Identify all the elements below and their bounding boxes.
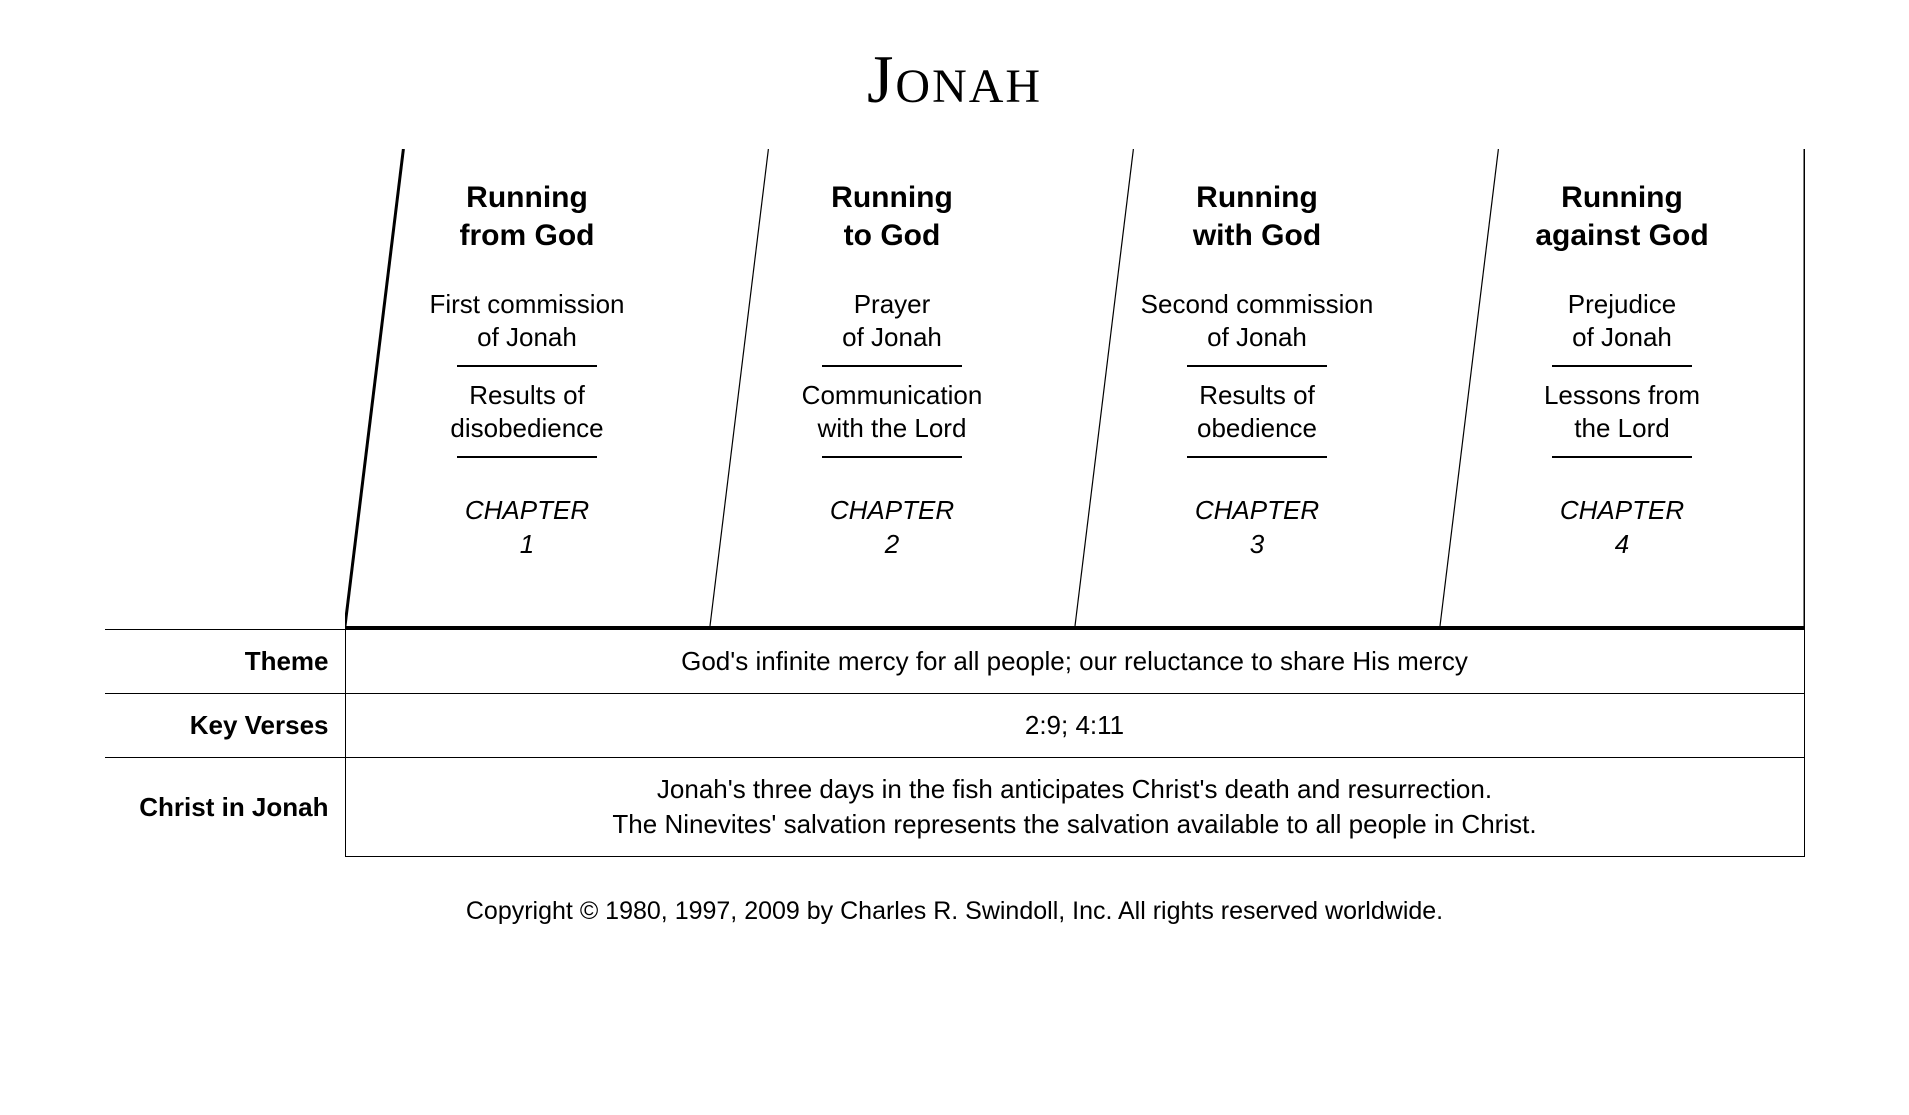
row-key-verses: Key Verses 2:9; 4:11 xyxy=(345,693,1805,757)
row-content: Jonah's three days in the fish anticipat… xyxy=(345,757,1805,857)
parallelogram-area: Running from God First commission of Jon… xyxy=(345,149,1805,629)
chart-body: Running from God First commission of Jon… xyxy=(345,149,1805,857)
row-label: Key Verses xyxy=(105,693,345,757)
row-label: Christ in Jonah xyxy=(105,757,345,857)
column-sub2: Results of obedience xyxy=(1197,379,1317,444)
column-sub1: Prayer of Jonah xyxy=(842,288,942,353)
column-header: Running against God xyxy=(1535,179,1708,254)
column-header: Running from God xyxy=(460,179,595,254)
divider-short xyxy=(457,456,597,458)
chapter-label: CHAPTER 3 xyxy=(1195,494,1319,562)
divider-short xyxy=(822,365,962,367)
chapter-label: CHAPTER 1 xyxy=(465,494,589,562)
column-sub2: Communication with the Lord xyxy=(802,379,983,444)
chapter-label: CHAPTER 4 xyxy=(1560,494,1684,562)
column-sub2: Results of disobedience xyxy=(450,379,603,444)
row-theme: Theme God's infinite mercy for all peopl… xyxy=(345,629,1805,693)
column-header: Running to God xyxy=(831,179,953,254)
divider-short xyxy=(1187,365,1327,367)
column-header: Running with God xyxy=(1193,179,1321,254)
summary-rows: Theme God's infinite mercy for all peopl… xyxy=(345,629,1805,857)
row-content: God's infinite mercy for all people; our… xyxy=(345,629,1805,693)
column-sub1: Second commission of Jonah xyxy=(1141,288,1374,353)
column-1: Running from God First commission of Jon… xyxy=(345,149,710,626)
column-sub2: Lessons from the Lord xyxy=(1544,379,1700,444)
copyright-text: Copyright © 1980, 1997, 2009 by Charles … xyxy=(105,897,1805,926)
divider-short xyxy=(457,365,597,367)
column-3: Running with God Second commission of Jo… xyxy=(1075,149,1440,626)
column-sub1: First commission of Jonah xyxy=(429,288,624,353)
divider-short xyxy=(1552,456,1692,458)
divider-short xyxy=(822,456,962,458)
book-title: Jonah xyxy=(105,40,1805,119)
row-christ-in-jonah: Christ in Jonah Jonah's three days in th… xyxy=(345,757,1805,857)
chart-wrapper: Jonah Running from God First commission … xyxy=(105,40,1805,926)
row-label: Theme xyxy=(105,629,345,693)
divider-short xyxy=(1187,456,1327,458)
chapter-label: CHAPTER 2 xyxy=(830,494,954,562)
columns-container: Running from God First commission of Jon… xyxy=(345,149,1805,626)
divider-short xyxy=(1552,365,1692,367)
row-content: 2:9; 4:11 xyxy=(345,693,1805,757)
column-4: Running against God Prejudice of Jonah L… xyxy=(1440,149,1805,626)
column-2: Running to God Prayer of Jonah Communica… xyxy=(710,149,1075,626)
column-sub1: Prejudice of Jonah xyxy=(1568,288,1676,353)
